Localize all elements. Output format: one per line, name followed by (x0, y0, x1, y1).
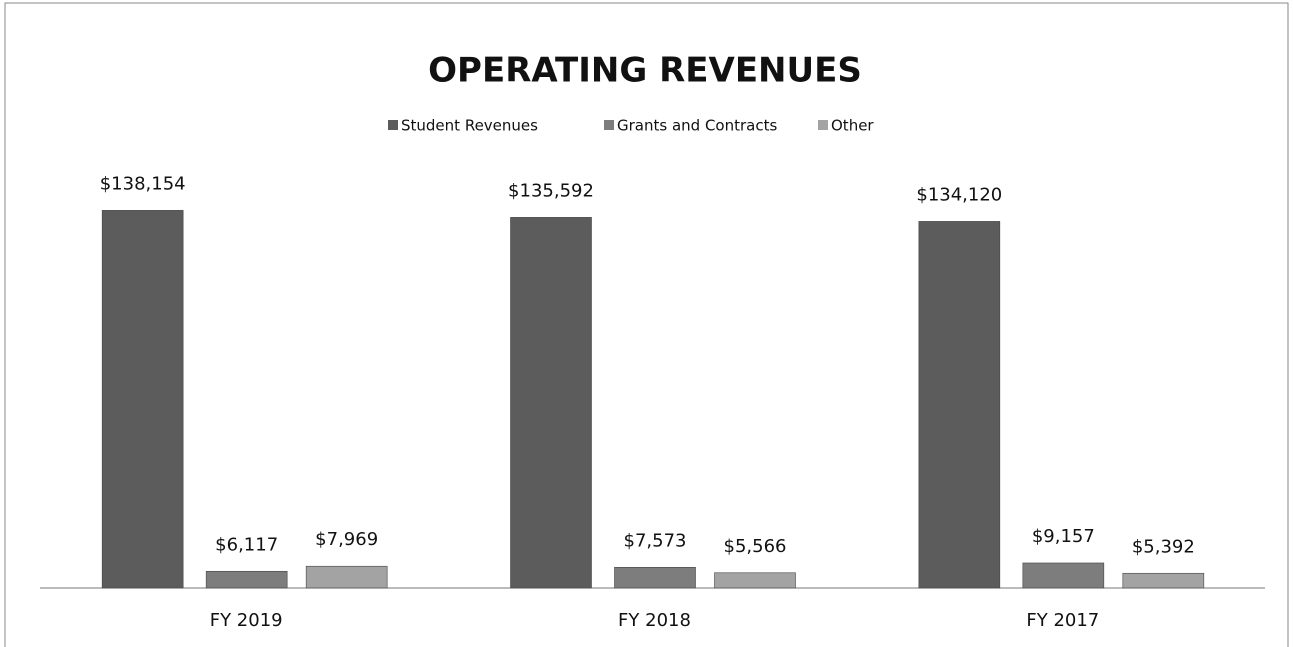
value-label: $5,392 (1132, 536, 1195, 557)
chart-title: OPERATING REVENUES (428, 51, 862, 91)
bar (205, 570, 288, 589)
bar (510, 217, 592, 589)
x-tick-label: FY 2017 (1026, 610, 1099, 631)
legend-label: Grants and Contracts (617, 117, 777, 135)
bar (918, 221, 1001, 589)
bar (1022, 562, 1105, 589)
value-label: $7,969 (315, 529, 378, 550)
legend-label: Student Revenues (401, 117, 538, 135)
value-label: $5,566 (724, 536, 787, 557)
value-label: $6,117 (215, 534, 278, 555)
legend-label: Other (831, 117, 874, 135)
bar (305, 565, 388, 589)
value-label: $138,154 (100, 173, 186, 194)
legend-swatch (818, 120, 828, 130)
bar (614, 567, 696, 589)
x-tick-label: FY 2018 (618, 610, 691, 631)
value-label: $134,120 (916, 184, 1002, 205)
value-label: $7,573 (624, 530, 687, 551)
legend-swatch (388, 120, 398, 130)
bar (101, 210, 184, 589)
bar (714, 572, 796, 589)
legend-swatch (604, 120, 614, 130)
x-tick-label: FY 2019 (210, 610, 283, 631)
value-label: $135,592 (508, 180, 594, 201)
bar (1122, 572, 1205, 589)
value-label: $9,157 (1032, 526, 1095, 547)
chart-frame (4, 2, 1289, 647)
